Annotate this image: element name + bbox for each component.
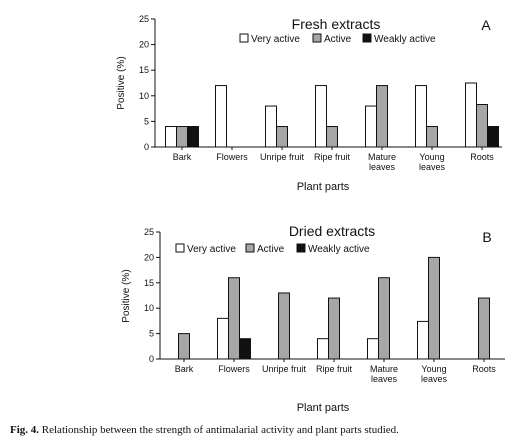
y-tick-label: 25	[139, 14, 149, 24]
bar	[317, 338, 329, 360]
caption-label: Fig. 4.	[10, 424, 40, 436]
legend-label: Active	[324, 34, 352, 45]
bar	[187, 126, 199, 148]
y-tick-label: 15	[144, 278, 154, 288]
bar	[326, 126, 338, 148]
chart-panel-fresh: 0 5 10 15 20 25 Bark Flowers Unripe fruit Ripe fr…	[116, 14, 502, 193]
x-tick-label: Unripe fruit	[262, 364, 307, 374]
x-tick-label: Bark	[175, 364, 194, 374]
bar	[217, 317, 229, 360]
bar	[376, 85, 388, 148]
y-tick-label: 5	[149, 329, 154, 339]
bar	[426, 126, 438, 148]
x-tick-label: Young leaves	[421, 364, 448, 384]
panel-label: B	[482, 229, 491, 245]
y-axis-label: Positive (%)	[116, 56, 127, 109]
x-tick-label: Mature leaves	[370, 364, 398, 384]
bar	[276, 126, 288, 148]
bar	[315, 85, 327, 148]
bar	[165, 126, 177, 148]
x-tick-label: Roots	[472, 364, 496, 374]
bar	[476, 104, 488, 148]
bar	[415, 85, 427, 148]
legend-swatch	[362, 33, 372, 43]
y-tick-label: 25	[144, 227, 154, 237]
x-tick-label: Roots	[470, 152, 494, 162]
legend-label: Weakly active	[308, 244, 370, 255]
chart-title: Fresh extracts	[292, 16, 381, 32]
bar	[265, 105, 277, 148]
x-tick-label: Bark	[173, 152, 192, 162]
bar	[417, 320, 429, 360]
y-tick-label: 0	[149, 354, 154, 364]
y-tick-label: 10	[139, 91, 149, 101]
bar	[365, 105, 377, 148]
bar	[328, 297, 340, 360]
bar	[367, 338, 379, 360]
bar	[465, 82, 477, 148]
x-axis-label: Plant parts	[297, 181, 350, 193]
legend-swatch	[245, 243, 255, 253]
chart-panel-dried: 0 5 10 15 20 25 Bark Flowers Unripe fruit Ripe fr…	[121, 223, 505, 414]
x-tick-label: Unripe fruit	[260, 152, 305, 162]
legend-swatch	[296, 243, 306, 253]
bar	[176, 126, 188, 148]
x-tick-label: Flowers	[218, 364, 250, 374]
x-tick-label: Ripe fruit	[316, 364, 353, 374]
bar	[487, 126, 499, 148]
legend-swatch	[175, 243, 185, 253]
legend-swatch	[312, 33, 322, 43]
bar	[278, 292, 290, 360]
legend-label: Active	[257, 244, 285, 255]
y-tick-label: 10	[144, 303, 154, 313]
bar	[215, 85, 227, 148]
chart-title: Dried extracts	[289, 223, 375, 239]
x-tick-label: Flowers	[216, 152, 248, 162]
legend-label: Very active	[251, 34, 300, 45]
y-tick-label: 0	[144, 142, 149, 152]
x-tick-label: Young leaves	[419, 152, 446, 172]
bar	[478, 297, 490, 360]
x-axis-label: Plant parts	[297, 402, 350, 414]
y-tick-label: 5	[144, 116, 149, 126]
y-tick-label: 20	[144, 252, 154, 262]
y-tick-label: 20	[139, 40, 149, 50]
y-tick-label: 15	[139, 65, 149, 75]
legend-swatch	[239, 33, 249, 43]
bar	[239, 338, 251, 360]
panel-label: A	[481, 17, 491, 33]
bar	[428, 256, 440, 360]
caption-text: Relationship between the strength of ant…	[39, 424, 399, 436]
legend-label: Very active	[187, 244, 236, 255]
x-tick-label: Ripe fruit	[314, 152, 351, 162]
bar	[378, 277, 390, 360]
y-axis-label: Positive (%)	[121, 269, 132, 322]
legend-label: Weakly active	[374, 34, 436, 45]
figure-caption: Fig. 4. Relationship between the strengt…	[10, 424, 515, 436]
x-tick-label: Mature leaves	[368, 152, 396, 172]
bar	[178, 333, 190, 360]
bar	[228, 277, 240, 360]
